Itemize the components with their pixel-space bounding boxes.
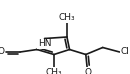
Text: Cl: Cl <box>121 48 130 57</box>
Text: CH₃: CH₃ <box>59 13 75 22</box>
Text: HN: HN <box>38 40 52 48</box>
Text: O: O <box>85 68 92 74</box>
Text: O: O <box>0 48 5 57</box>
Text: CH₃: CH₃ <box>46 68 62 74</box>
